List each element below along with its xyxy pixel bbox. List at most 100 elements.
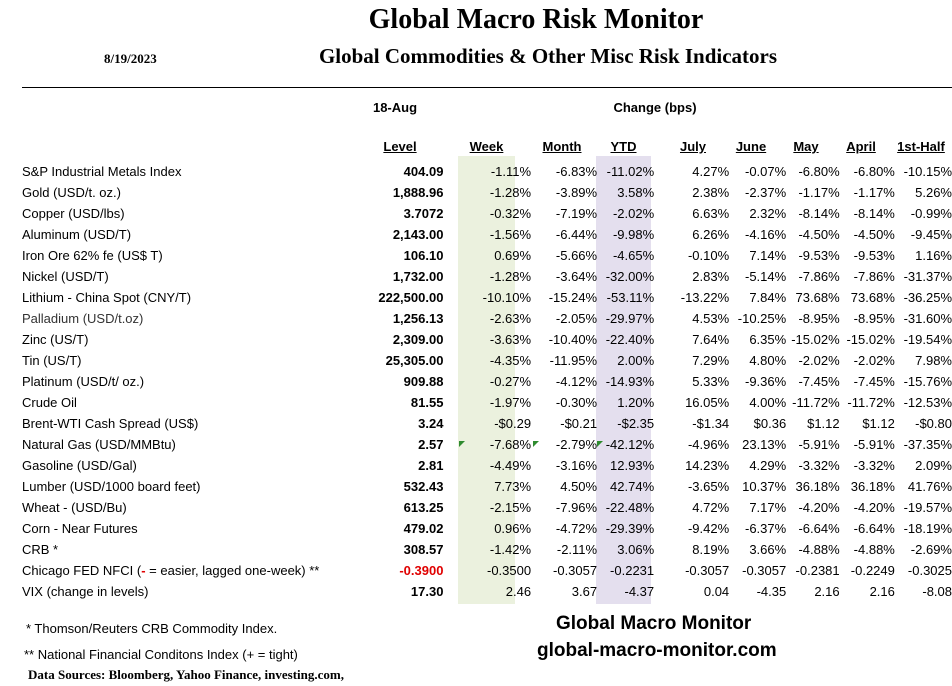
table-row: Gold (USD/t. oz.) 1,888.96 -1.28% -3.89%…	[22, 182, 952, 203]
week-cell: -0.27%	[489, 374, 532, 389]
may-cell: -4.50%	[798, 227, 840, 242]
first-half-cell: 2.09%	[915, 458, 952, 473]
month-cell: 4.50%	[560, 479, 598, 494]
first-half-cell: -2.69%	[910, 542, 952, 557]
level-cell: 3.24	[418, 416, 444, 431]
april-cell: -6.80%	[853, 164, 895, 179]
column-header-level: Level	[383, 139, 417, 154]
may-cell: -7.86%	[798, 269, 840, 284]
week-cell: -2.63%	[489, 311, 532, 326]
week-cell: -10.10%	[482, 290, 532, 305]
may-cell: -6.80%	[798, 164, 840, 179]
month-cell: -0.3057	[553, 563, 598, 578]
column-header-week: Week	[469, 139, 504, 154]
may-cell: -15.02%	[791, 332, 840, 347]
level-cell: 25,305.00	[385, 353, 444, 368]
month-cell: -7.96%	[555, 500, 598, 515]
row-label: Nickel (USD/T)	[22, 269, 109, 284]
april-cell: 36.18%	[850, 479, 895, 494]
month-cell: -5.66%	[555, 248, 598, 263]
ytd-cell: -22.40%	[605, 332, 655, 347]
table-row: Platinum (USD/t/ oz.) 909.88 -0.27% -4.1…	[22, 371, 952, 392]
june-cell: 4.80%	[749, 353, 787, 368]
first-half-cell: -15.76%	[903, 374, 952, 389]
level-cell: 909.88	[403, 374, 444, 389]
april-cell: -9.53%	[853, 248, 895, 263]
april-cell: -2.02%	[853, 353, 895, 368]
row-label: Crude Oil	[22, 395, 77, 410]
table-row: Nickel (USD/T) 1,732.00 -1.28% -3.64% -3…	[22, 266, 952, 287]
data-sources: Data Sources: Bloomberg, Yahoo Finance, …	[28, 667, 344, 682]
april-cell: -4.20%	[853, 500, 895, 515]
level-cell: 17.30	[410, 584, 444, 599]
column-header-month: Month	[542, 139, 582, 154]
june-cell: 4.29%	[749, 458, 787, 473]
may-cell: 36.18%	[795, 479, 840, 494]
row-label: Aluminum (USD/T)	[22, 227, 132, 242]
july-cell: 6.26%	[692, 227, 730, 242]
first-half-cell: -31.37%	[903, 269, 952, 284]
may-cell: -2.02%	[798, 353, 840, 368]
first-half-cell: -0.99%	[910, 206, 952, 221]
ytd-column-highlight	[596, 156, 651, 604]
month-cell: -3.64%	[555, 269, 598, 284]
level-cell: 2.57	[418, 437, 444, 452]
row-label: Lumber (USD/1000 board feet)	[22, 479, 201, 494]
june-cell: 3.66%	[749, 542, 787, 557]
first-half-cell: -0.3025	[907, 563, 952, 578]
ytd-cell: -0.2231	[610, 563, 655, 578]
month-cell: -2.05%	[555, 311, 598, 326]
june-cell: 23.13%	[742, 437, 787, 452]
level-cell: -0.3900	[399, 563, 444, 578]
table-row: Gasoline (USD/Gal) 2.81 -4.49% -3.16% 12…	[22, 455, 952, 476]
table-row: Iron Ore 62% fe (US$ T) 106.10 0.69% -5.…	[22, 245, 952, 266]
week-cell: -1.28%	[489, 269, 532, 284]
june-cell: -9.36%	[745, 374, 787, 389]
level-cell: 1,256.13	[392, 311, 444, 326]
month-cell: 3.67	[571, 584, 598, 599]
first-half-cell: -10.15%	[903, 164, 952, 179]
ytd-cell: 2.00%	[617, 353, 655, 368]
june-cell: -10.25%	[737, 311, 787, 326]
row-label: Gasoline (USD/Gal)	[22, 458, 137, 473]
row-label: Corn - Near Futures	[22, 521, 138, 536]
week-cell: -1.56%	[489, 227, 532, 242]
footnote-nfci: ** National Financial Conditons Index (+…	[24, 647, 298, 662]
week-cell: 7.73%	[494, 479, 532, 494]
first-half-cell: -19.54%	[903, 332, 952, 347]
may-cell: -6.64%	[798, 521, 840, 536]
table-row: Palladium (USD/t.oz) 1,256.13 -2.63% -2.…	[22, 308, 952, 329]
week-cell: -0.3500	[486, 563, 532, 578]
week-cell: -1.42%	[489, 542, 532, 557]
month-cell: -0.30%	[555, 395, 598, 410]
week-cell: -7.68%	[489, 437, 532, 452]
table-row: Aluminum (USD/T) 2,143.00 -1.56% -6.44% …	[22, 224, 952, 245]
table-row: Lithium - China Spot (CNY/T) 222,500.00 …	[22, 287, 952, 308]
column-header-ytd: YTD	[610, 139, 637, 154]
june-cell: 7.84%	[749, 290, 787, 305]
july-cell: 4.27%	[692, 164, 730, 179]
june-cell: 2.32%	[749, 206, 787, 221]
column-header-may: May	[793, 139, 819, 154]
row-label: Wheat - (USD/Bu)	[22, 500, 127, 515]
first-half-cell: -36.25%	[903, 290, 952, 305]
july-cell: 7.64%	[692, 332, 730, 347]
first-half-cell: 1.16%	[915, 248, 952, 263]
footnote-crb: * Thomson/Reuters CRB Commodity Index.	[26, 621, 278, 636]
month-cell: -3.16%	[555, 458, 598, 473]
april-cell: -5.91%	[853, 437, 895, 452]
april-cell: -6.64%	[853, 521, 895, 536]
june-cell: -5.14%	[745, 269, 787, 284]
header-divider	[22, 87, 952, 88]
june-cell: 7.17%	[749, 500, 787, 515]
ytd-cell: -2.02%	[612, 206, 655, 221]
july-cell: 7.29%	[692, 353, 730, 368]
first-half-cell: -9.45%	[910, 227, 952, 242]
table-row: VIX (change in levels) 17.30 2.46 3.67 -…	[22, 581, 952, 602]
ytd-cell: -14.93%	[605, 374, 655, 389]
ytd-cell: -4.65%	[612, 248, 655, 263]
row-label: Chicago FED NFCI (- = easier, lagged one…	[22, 560, 358, 581]
month-cell: -$0.21	[560, 416, 598, 431]
ytd-cell: 12.93%	[610, 458, 655, 473]
may-cell: 73.68%	[795, 290, 840, 305]
